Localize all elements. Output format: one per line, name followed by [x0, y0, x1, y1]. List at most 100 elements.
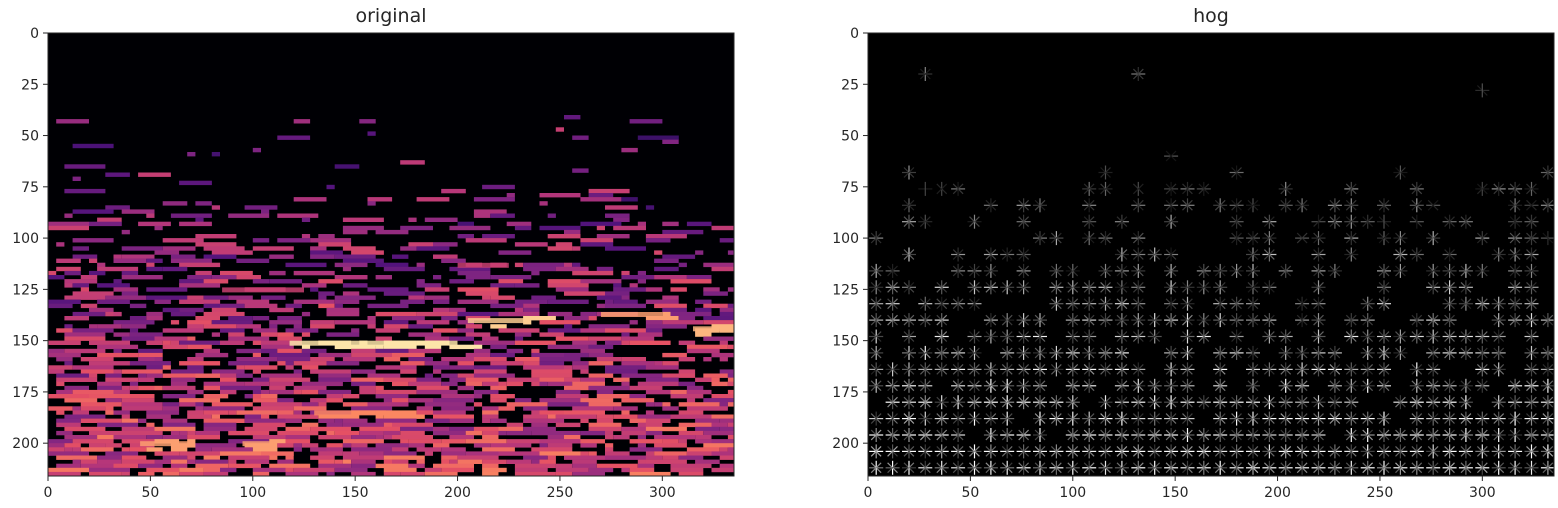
pixel-segment: [293, 406, 327, 411]
hog-gradient-stroke: [1444, 347, 1455, 359]
pixel-segment: [449, 435, 474, 440]
pixel-segment: [203, 279, 229, 284]
hog-gradient-stroke: [969, 462, 980, 474]
pixel-segment: [228, 316, 253, 321]
hog-gradient-stroke: [1411, 413, 1423, 424]
pixel-segment: [408, 348, 442, 354]
pixel-segment: [326, 394, 343, 399]
hog-gradient-stroke: [1296, 380, 1308, 392]
pixel-segment: [121, 406, 163, 411]
hog-gradient-stroke: [1050, 462, 1062, 474]
hog-gradient-stroke: [1395, 249, 1406, 260]
pixel-segment: [220, 451, 261, 456]
pixel-segment: [473, 365, 507, 370]
hog-gradient-stroke: [1100, 281, 1111, 293]
hog-gradient-stroke: [1427, 232, 1439, 244]
pixel-segment: [392, 459, 409, 464]
pixel-segment: [678, 340, 696, 345]
pixel-segment: [424, 344, 442, 350]
pixel-segment: [252, 352, 261, 358]
pixel-segment: [48, 443, 65, 448]
pixel-segment: [138, 463, 163, 469]
pixel-segment: [170, 430, 180, 436]
pixel-segment: [80, 402, 122, 407]
hog-gradient-stroke: [1542, 199, 1554, 211]
pixel-segment: [113, 311, 122, 317]
pixel-segment: [121, 254, 155, 259]
pixel-segment: [662, 406, 679, 411]
hog-gradient-stroke: [1100, 396, 1111, 408]
pixel-segment: [621, 336, 655, 341]
pixel-segment: [383, 430, 401, 436]
hog-gradient-stroke: [1100, 298, 1111, 310]
hog-gradient-stroke: [1444, 413, 1455, 424]
pixel-segment: [269, 324, 278, 329]
hog-gradient-stroke: [1247, 199, 1259, 211]
pixel-segment: [48, 299, 81, 304]
pixel-segment: [129, 385, 139, 391]
pixel-segment: [48, 394, 89, 399]
hog-gradient-stroke: [1083, 462, 1095, 474]
pixel-segment: [645, 205, 655, 210]
hog-gradient-stroke: [1182, 413, 1193, 424]
pixel-segment: [441, 467, 474, 473]
pixel-segment: [252, 398, 278, 403]
hog-gradient-stroke: [1165, 347, 1177, 359]
pixel-segment: [64, 361, 73, 366]
hog-gradient-stroke: [936, 429, 948, 441]
pixel-segment: [498, 250, 532, 255]
pixel-segment: [605, 246, 646, 251]
pixel-segment: [392, 316, 425, 321]
pixel-segment: [711, 352, 734, 358]
pixel-segment: [375, 311, 417, 317]
pixel-segment: [334, 303, 343, 309]
pixel-segment: [572, 406, 614, 411]
pixel-segment: [580, 451, 589, 456]
hog-gradient-stroke: [1165, 183, 1177, 195]
hog-gradient-stroke: [1345, 232, 1357, 244]
hog-gradient-stroke: [1050, 298, 1062, 310]
pixel-segment: [703, 316, 734, 321]
hog-gradient-stroke: [1018, 429, 1030, 441]
hog-gradient-stroke: [1280, 363, 1292, 375]
hog-gradient-stroke: [903, 281, 915, 293]
pixel-segment: [482, 184, 515, 190]
hog-gradient-stroke: [1427, 314, 1439, 326]
pixel-segment: [719, 311, 734, 317]
pixel-segment: [269, 254, 294, 259]
pixel-segment: [555, 242, 573, 247]
hog-gradient-stroke: [1427, 413, 1439, 424]
pixel-segment: [72, 143, 114, 149]
pixel-segment: [154, 385, 163, 391]
pixel-segment: [293, 361, 327, 366]
hog-gradient-stroke: [1526, 216, 1537, 228]
pixel-segment: [342, 394, 360, 399]
pixel-segment: [326, 184, 335, 190]
hog-gradient-stroke: [1132, 380, 1144, 392]
hog-gradient-stroke: [936, 298, 948, 310]
pixel-segment: [621, 340, 630, 345]
x-tick-label: 50: [141, 485, 159, 501]
hog-gradient-stroke: [936, 281, 948, 293]
pixel-segment: [645, 324, 687, 329]
hog-gradient-stroke: [1542, 396, 1554, 408]
pixel-segment: [64, 213, 73, 218]
pixel-segment: [547, 283, 589, 288]
hog-gradient-stroke: [1313, 249, 1324, 260]
pixel-segment: [662, 311, 671, 317]
hog-gradient-stroke: [1034, 380, 1046, 392]
hog-gradient-stroke: [1427, 265, 1439, 277]
pixel-segment: [514, 467, 548, 473]
pixel-segment: [48, 303, 73, 309]
pixel-segment: [318, 451, 343, 456]
hog-gradient-stroke: [1493, 445, 1505, 457]
hog-gradient-stroke: [1263, 331, 1275, 342]
hog-gradient-stroke: [1247, 445, 1259, 457]
hog-gradient-stroke: [1395, 331, 1406, 342]
pixel-segment: [416, 377, 442, 382]
pixel-segment: [154, 357, 163, 362]
hog-gradient-stroke: [1378, 429, 1390, 441]
pixel-segment: [637, 414, 671, 419]
pixel-segment: [162, 435, 188, 440]
hog-gradient-stroke: [903, 429, 915, 441]
